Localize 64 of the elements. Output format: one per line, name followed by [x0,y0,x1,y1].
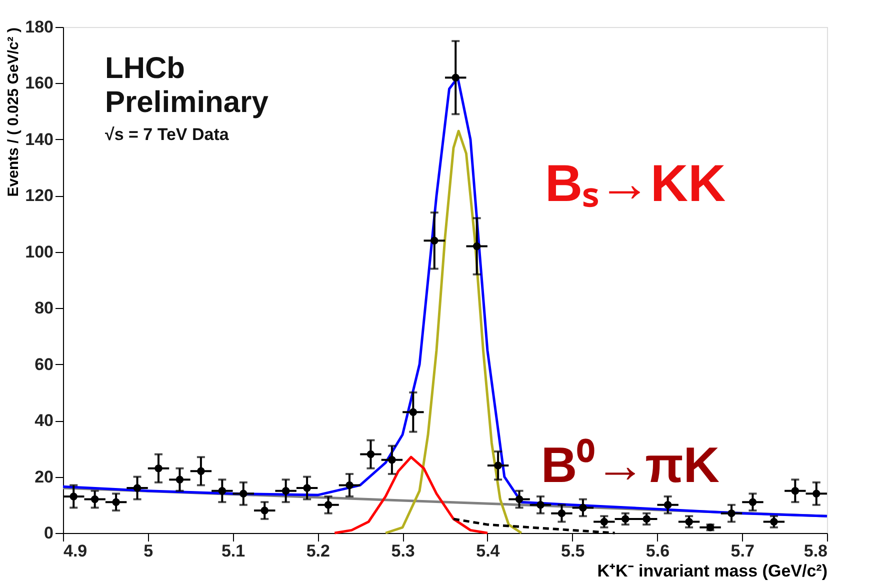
x-tick-label: 5.4 [476,542,500,560]
point [664,501,672,509]
x-tick-label: 5.7 [730,542,754,560]
point [812,490,820,498]
point [558,509,566,518]
point [536,501,544,509]
point [748,498,757,506]
point [197,467,205,476]
y-tick-label: 160 [25,74,54,93]
x-tick-label: 5.1 [221,542,246,560]
y-tick-label: 140 [25,130,54,149]
x-tick-label: 5.8 [804,542,828,560]
point [791,486,800,495]
y-tick-label: 0 [44,524,54,542]
y-tick-label: 180 [25,18,54,36]
annotation: B⁰→πK [541,437,720,493]
point [452,74,460,82]
line-series [333,456,489,534]
annotation: Preliminary [105,86,269,119]
y-tick-label: 120 [25,186,54,206]
y-tick-label: 40 [34,411,54,430]
y-tick-label: 60 [34,354,54,374]
point [409,408,418,416]
x-tick-label: 5.3 [391,542,415,560]
point [112,498,120,506]
point [388,456,396,464]
point [260,506,268,514]
point [133,484,142,492]
point [579,504,587,512]
point [324,501,332,509]
y-tick-label: 20 [34,467,54,486]
point [685,518,693,526]
point [154,464,162,472]
point [515,495,524,504]
point [240,490,248,498]
y-axis-title: Events / ( 0.025 GeV/c² ) [5,28,22,197]
point [642,515,650,523]
point [70,492,78,500]
x-tick-label: 4.9 [64,542,88,560]
point [770,518,778,526]
annotation: √s = 7 TeV Data [105,125,230,144]
point [303,484,311,492]
annotation: LHCb [105,52,185,85]
x-tick-label: 5.5 [561,542,585,560]
point [282,486,290,495]
annotation: Bₛ→KK [545,155,726,213]
point [472,242,481,250]
x-tick-label: 5 [144,542,154,560]
point [176,476,184,484]
point [494,462,502,470]
point [346,481,354,490]
x-axis-title: K⁺K⁻ invariant mass (GeV/c²) [597,562,828,580]
point [218,486,226,495]
point [622,515,630,523]
point [728,509,736,518]
point [90,495,99,504]
point [366,450,375,458]
y-tick-label: 100 [25,242,54,262]
point [600,518,608,526]
point [430,236,438,245]
x-tick-label: 5.6 [646,542,670,560]
y-tick-label: 80 [34,298,54,318]
line-series [384,130,523,534]
x-tick-label: 5.2 [306,542,330,560]
